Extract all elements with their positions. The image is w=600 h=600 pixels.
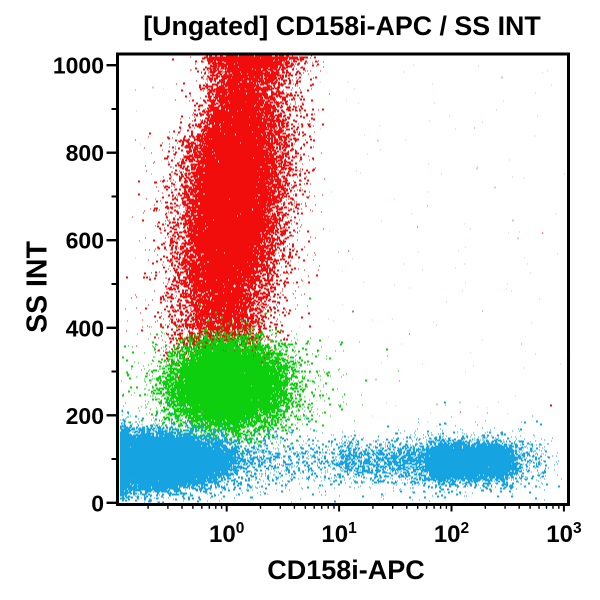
svg-text:[Ungated] CD158i-APC / SS INT: [Ungated] CD158i-APC / SS INT xyxy=(143,11,541,41)
svg-text:CD158i-APC: CD158i-APC xyxy=(267,555,425,585)
svg-text:200: 200 xyxy=(66,403,104,429)
svg-text:1000: 1000 xyxy=(53,53,104,79)
svg-text:0: 0 xyxy=(91,490,104,516)
svg-text:102: 102 xyxy=(434,520,469,548)
svg-text:600: 600 xyxy=(66,228,104,254)
svg-text:400: 400 xyxy=(66,315,104,341)
svg-text:800: 800 xyxy=(66,140,104,166)
svg-text:SS INT: SS INT xyxy=(22,240,54,332)
